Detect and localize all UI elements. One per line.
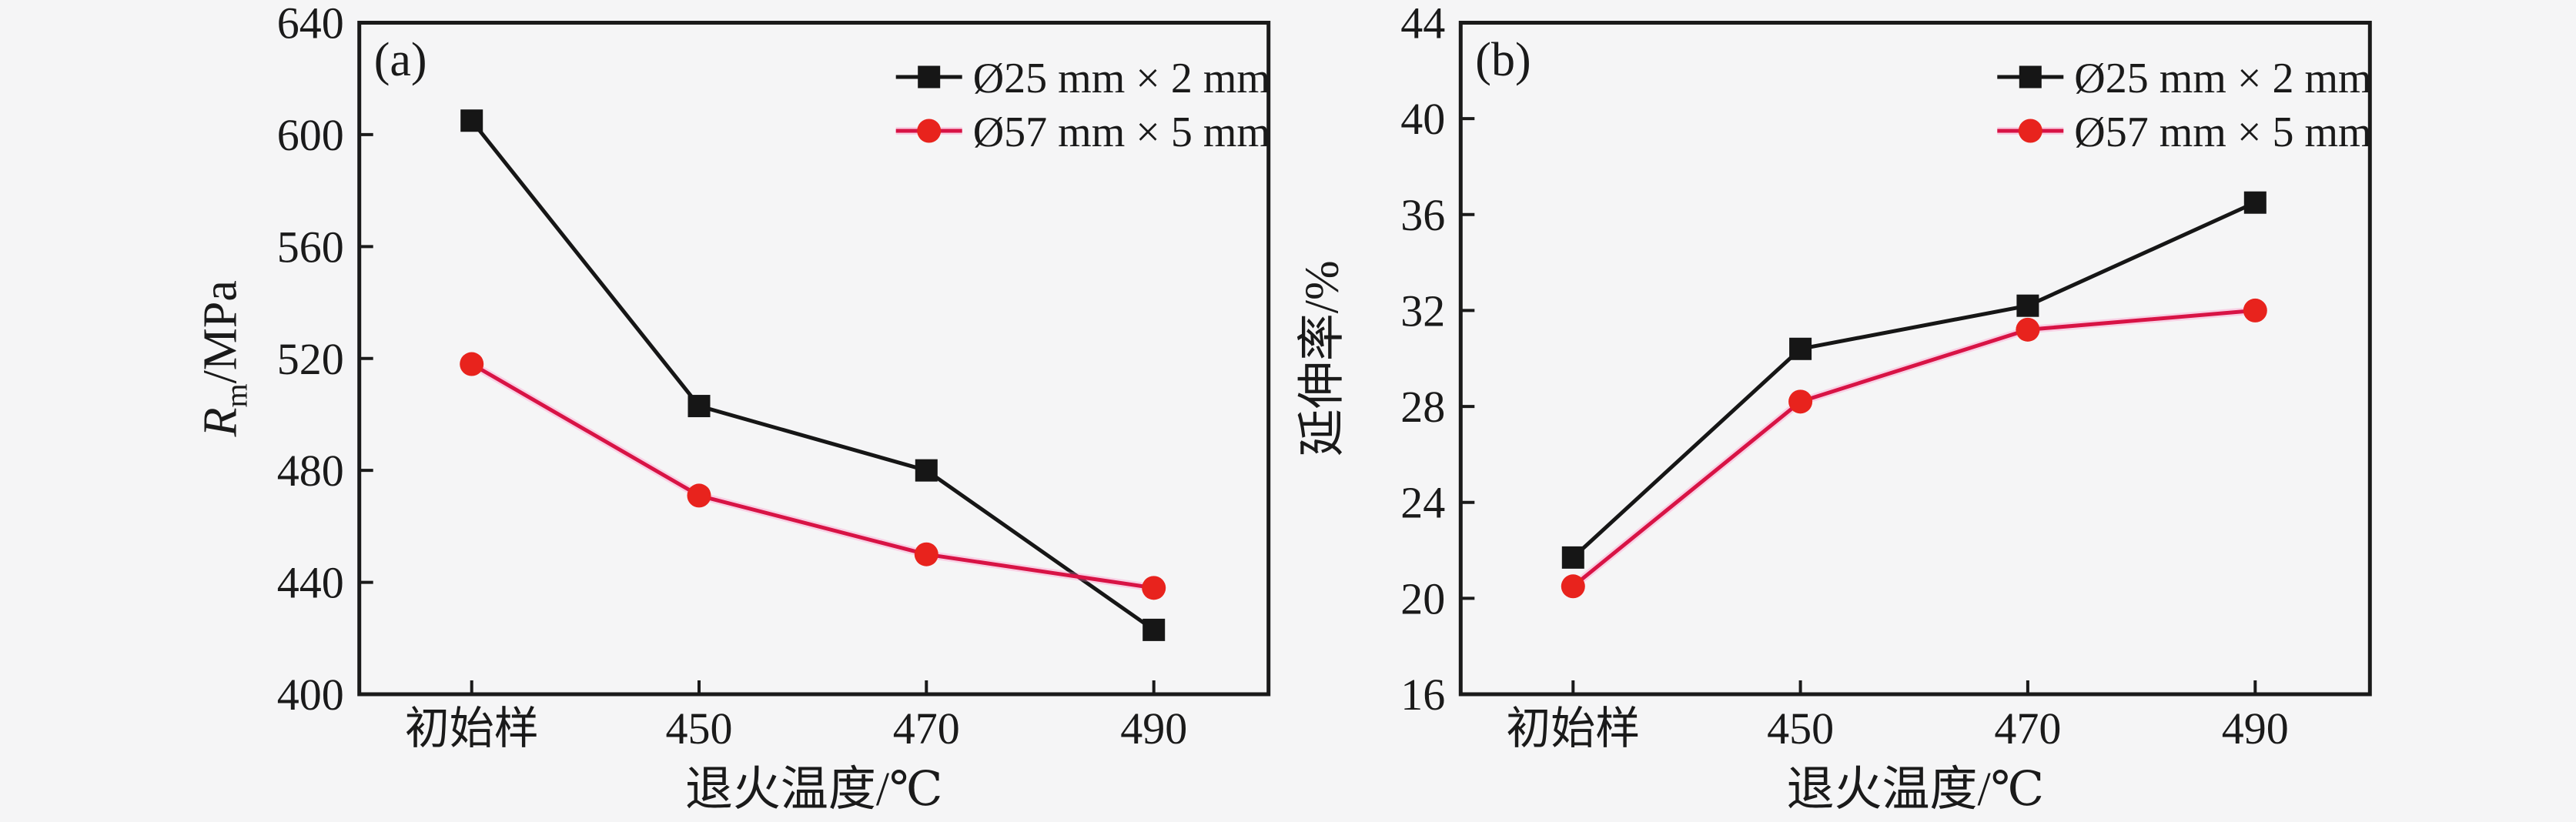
y-tick-label: 28 bbox=[1400, 382, 1445, 432]
chart-panel-b: 44 40 36 32 28 24 20 16 初始样 450 470 490 退火温度/℃ 延伸率/% (… bbox=[1296, 0, 2372, 816]
x-axis-title: 退火温度/℃ bbox=[685, 764, 943, 816]
data-point-marker bbox=[1789, 337, 1812, 360]
y-tick-label: 560 bbox=[277, 222, 344, 272]
x-tick-label: 470 bbox=[1994, 703, 2061, 754]
x-tick-label: 初始样 bbox=[1506, 703, 1640, 754]
y-tick-label: 40 bbox=[1400, 94, 1445, 144]
y-tick-label: 44 bbox=[1400, 0, 1445, 48]
data-point-marker bbox=[1142, 618, 1166, 641]
data-point-marker bbox=[914, 542, 938, 566]
data-point-marker bbox=[460, 109, 483, 132]
chart-panel-a: 640 600 560 520 480 440 400 初始样 450 470 490 退火温度/℃ R… bbox=[195, 0, 1271, 816]
series-line bbox=[470, 362, 1155, 590]
legend-label: Ø25 mm × 2 mm bbox=[973, 55, 1270, 102]
legend-label: Ø25 mm × 2 mm bbox=[2074, 55, 2371, 102]
legend-marker bbox=[2018, 119, 2042, 143]
data-point-marker bbox=[2016, 294, 2039, 317]
series-line-halo bbox=[1571, 306, 2256, 590]
data-point-marker bbox=[1561, 574, 1585, 599]
x-tick-label: 490 bbox=[1120, 703, 1187, 754]
data-point-marker bbox=[2243, 191, 2267, 214]
x-tick-label: 450 bbox=[666, 703, 733, 754]
x-tick-label: 450 bbox=[1767, 703, 1834, 754]
y-axis-title: Rm/MPa bbox=[195, 280, 254, 437]
data-point-marker bbox=[460, 352, 484, 376]
x-tick-label: 初始样 bbox=[405, 703, 539, 754]
legend-marker bbox=[2019, 65, 2042, 89]
legend-marker bbox=[918, 65, 941, 89]
data-point-marker bbox=[915, 459, 938, 482]
y-tick-label: 520 bbox=[277, 334, 344, 384]
plot-frame bbox=[1458, 21, 2372, 697]
y-tick-label: 16 bbox=[1400, 670, 1445, 720]
y-tick-label: 24 bbox=[1400, 478, 1445, 528]
legend-marker bbox=[917, 119, 942, 143]
data-point-marker bbox=[1788, 389, 1813, 414]
series-line-halo bbox=[470, 360, 1155, 592]
data-point-marker bbox=[1561, 546, 1584, 569]
legend-label: Ø57 mm × 5 mm bbox=[973, 109, 1270, 156]
panel-label: (b) bbox=[1475, 34, 1531, 86]
y-tick-label: 440 bbox=[277, 558, 344, 608]
data-point-marker bbox=[687, 483, 711, 508]
y-tick-label: 32 bbox=[1400, 286, 1445, 336]
y-tick-label: 20 bbox=[1400, 573, 1445, 623]
y-axis-title: 延伸率/% bbox=[1296, 260, 1348, 456]
x-tick-label: 470 bbox=[893, 703, 960, 754]
data-point-marker bbox=[1142, 576, 1166, 600]
x-tick-label: 490 bbox=[2222, 703, 2289, 754]
y-tick-label: 640 bbox=[277, 0, 344, 48]
legend-label: Ø57 mm × 5 mm bbox=[2074, 109, 2371, 156]
data-point-marker bbox=[2243, 298, 2267, 322]
y-tick-label: 36 bbox=[1400, 190, 1445, 240]
data-point-marker bbox=[2016, 317, 2040, 342]
panel-label: (a) bbox=[374, 34, 427, 86]
series-line bbox=[470, 119, 1156, 632]
y-tick-label: 480 bbox=[277, 446, 344, 496]
x-axis-title: 退火温度/℃ bbox=[1787, 764, 2045, 816]
data-point-marker bbox=[687, 395, 711, 418]
y-tick-label: 400 bbox=[277, 670, 344, 720]
series-line bbox=[1571, 200, 2257, 560]
y-tick-label: 600 bbox=[277, 110, 344, 160]
series-line bbox=[1571, 308, 2256, 588]
